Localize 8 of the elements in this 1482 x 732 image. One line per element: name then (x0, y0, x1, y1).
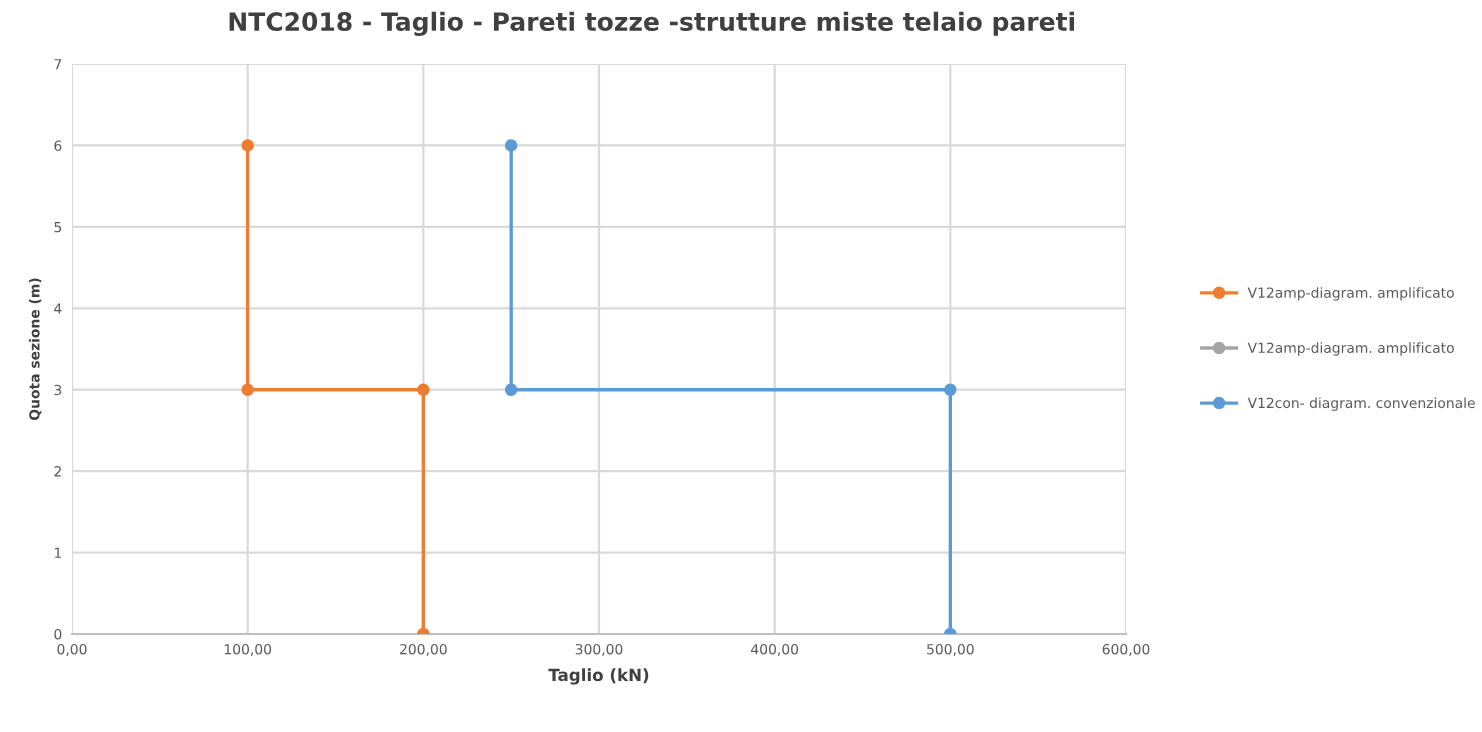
point (944, 383, 957, 396)
point (504, 383, 518, 396)
x-axis-title: Taglio (kN) (548, 668, 649, 685)
point (241, 383, 254, 396)
point (241, 139, 254, 152)
point (417, 383, 430, 396)
point (504, 139, 518, 152)
chart-title: NTC2018 - Taglio - Pareti tozze -strutture miste telaio pareti (229, 11, 1075, 37)
